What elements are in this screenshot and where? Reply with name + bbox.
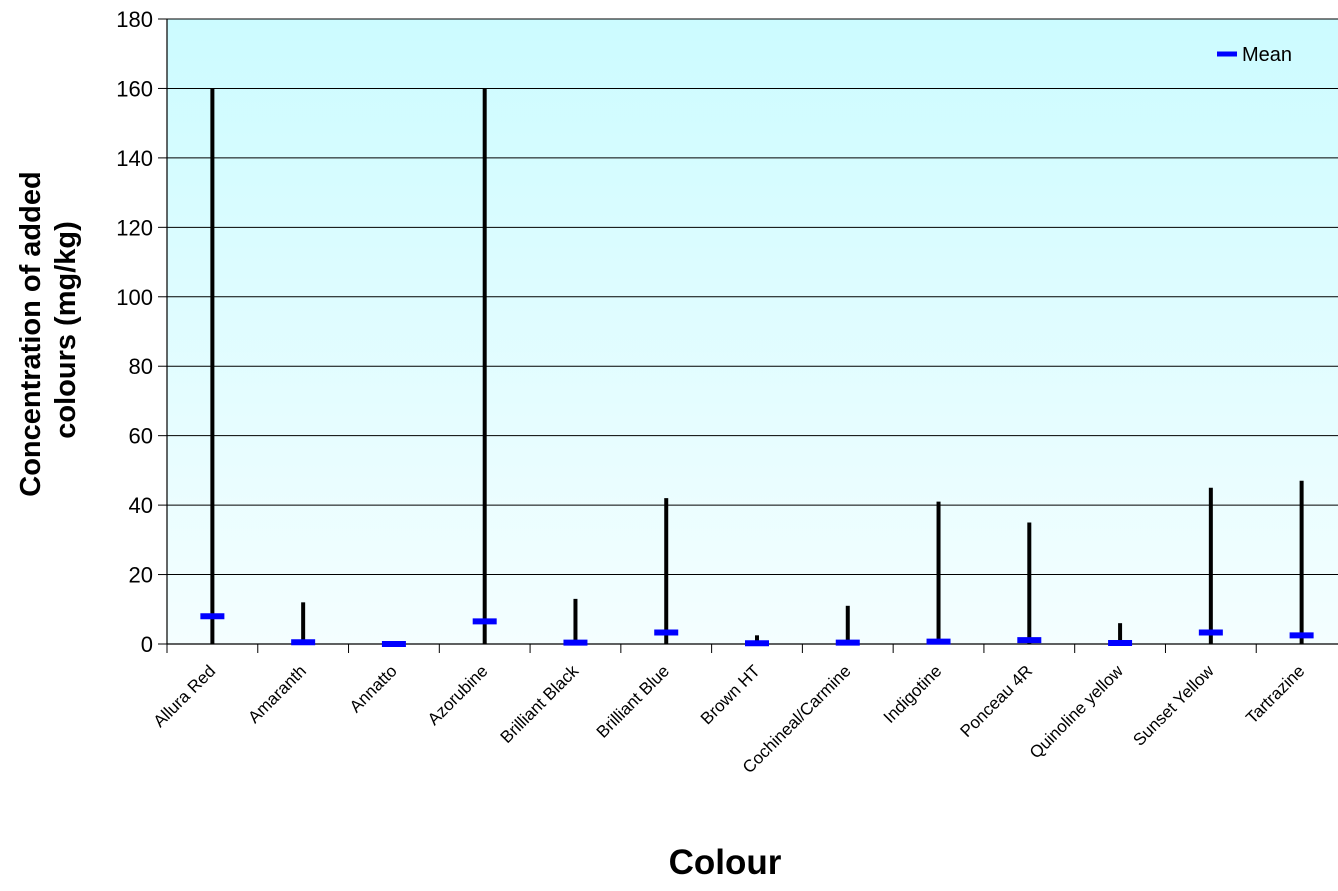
y-tick-label: 20: [129, 563, 153, 588]
x-category-label: Brilliant Black: [497, 661, 583, 747]
plot-area: [167, 19, 1338, 644]
x-category-label: Brown HT: [697, 661, 764, 728]
x-category-label: Quinoline yellow: [1026, 661, 1127, 762]
y-axis-title-line-1: Concentration of added: [15, 171, 47, 496]
x-category-label: Ponceau 4R: [957, 661, 1037, 741]
legend: Mean: [1217, 44, 1292, 66]
x-category-label: Indigotine: [880, 661, 946, 727]
y-tick-label: 40: [129, 493, 153, 518]
x-category-label: Sunset Yellow: [1129, 661, 1218, 750]
y-axis-title: Concentration of added colours (mg/kg): [15, 163, 82, 497]
x-axis-title: Colour: [669, 843, 782, 882]
legend-mean-label: Mean: [1242, 44, 1292, 66]
x-category-label: Tartrazine: [1242, 661, 1308, 727]
x-category-label: Amaranth: [244, 661, 310, 727]
y-tick-label: 140: [116, 146, 153, 171]
y-axis-title-line-2: colours (mg/kg): [50, 221, 82, 439]
y-tick-label: 100: [116, 285, 153, 310]
y-tick-label: 120: [116, 215, 153, 240]
y-tick-label: 160: [116, 76, 153, 101]
x-category-label: Allura Red: [150, 661, 220, 731]
y-tick-label: 0: [141, 632, 153, 657]
y-tick-label: 60: [129, 424, 153, 449]
x-category-label: Annatto: [346, 661, 401, 716]
y-tick-label: 80: [129, 354, 153, 379]
x-category-label: Brilliant Blue: [593, 661, 673, 741]
x-category-label: Azorubine: [424, 661, 492, 729]
y-tick-label: 180: [116, 7, 153, 32]
